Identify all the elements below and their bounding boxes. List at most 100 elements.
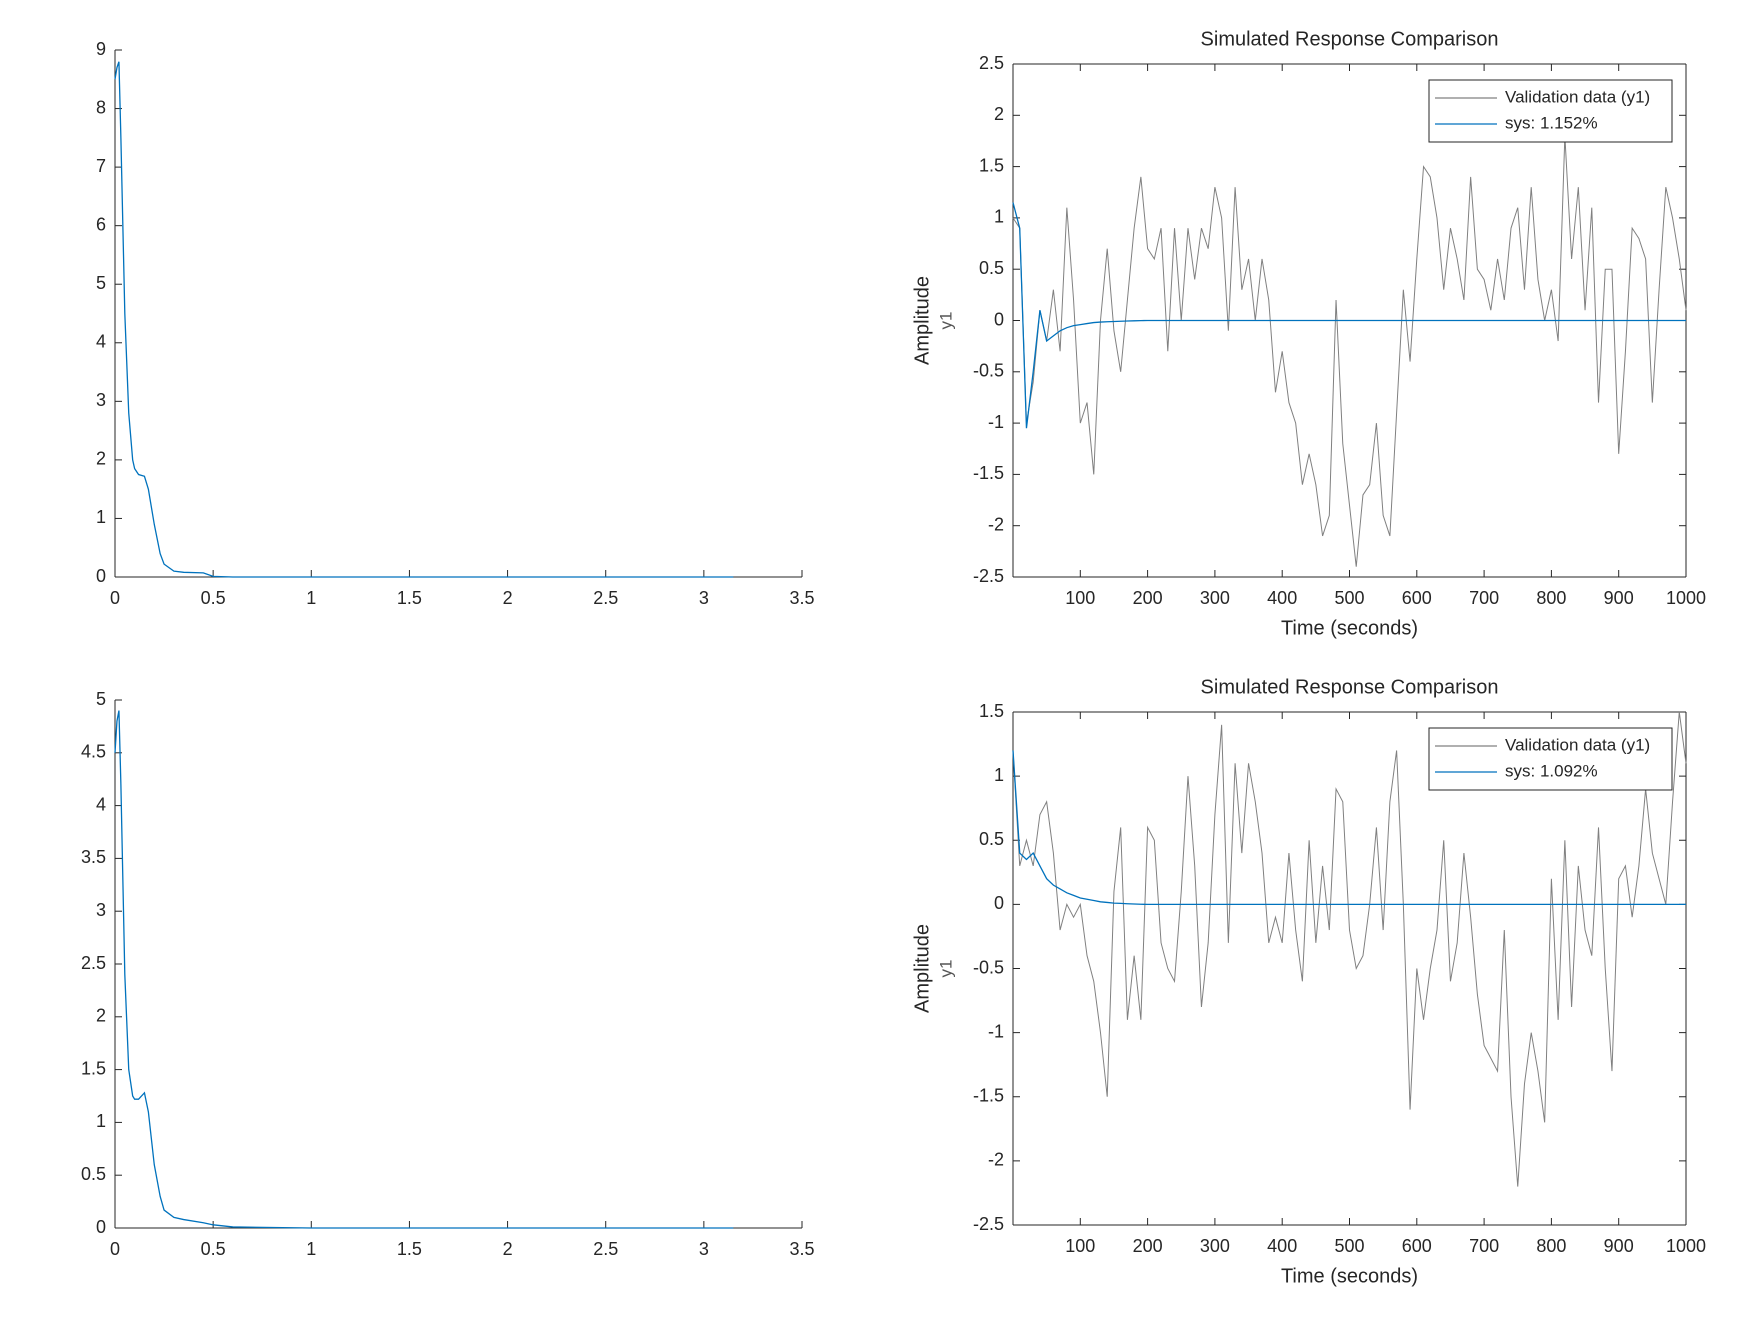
x-tick-label: 1.5 xyxy=(397,1239,422,1259)
y-tick-label: 2 xyxy=(994,104,1004,124)
y-tick-label: 0 xyxy=(96,566,106,586)
x-tick-label: 800 xyxy=(1536,1236,1566,1256)
y-tick-label: 2.5 xyxy=(979,53,1004,73)
y-tick-label: 2 xyxy=(96,449,106,469)
x-tick-label: 300 xyxy=(1200,1236,1230,1256)
y-tick-label: 0.5 xyxy=(979,829,1004,849)
x-tick-label: 0 xyxy=(110,1239,120,1259)
y-tick-label: 5 xyxy=(96,273,106,293)
x-tick-label: 700 xyxy=(1469,588,1499,608)
x-tick-label: 100 xyxy=(1065,588,1095,608)
series-line xyxy=(1012,711,1687,1187)
y-tick-label: -1 xyxy=(988,1021,1004,1041)
y-tick-label: 1.5 xyxy=(979,155,1004,175)
legend: Validation data (y1) sys: 1.092% xyxy=(1428,727,1673,791)
x-tick-label: 3 xyxy=(699,1239,709,1259)
y-tick-label: -1.5 xyxy=(973,463,1004,483)
y-tick-label: 4.5 xyxy=(81,742,106,762)
chart-title: Simulated Response Comparison xyxy=(1201,28,1499,50)
x-tick-label: 0.5 xyxy=(201,588,226,608)
x-tick-label: 400 xyxy=(1267,1236,1297,1256)
y-tick-label: 0 xyxy=(96,1217,106,1237)
y-tick-label: 4 xyxy=(96,332,106,352)
chart-title: Simulated Response Comparison xyxy=(1201,676,1499,698)
y-tick-label: 1 xyxy=(96,1111,106,1131)
y-tick-label: 0.5 xyxy=(979,258,1004,278)
y-tick-label: 2 xyxy=(96,1006,106,1026)
output-label: y1 xyxy=(936,960,955,978)
y-tick-label: 5 xyxy=(96,689,106,709)
x-tick-label: 500 xyxy=(1334,588,1364,608)
legend-box xyxy=(1428,727,1673,791)
y-tick-label: 8 xyxy=(96,97,106,117)
y-tick-label: -2.5 xyxy=(973,1214,1004,1234)
x-tick-label: 1000 xyxy=(1666,1236,1706,1256)
y-tick-label: 4 xyxy=(96,794,106,814)
y-tick-label: -1 xyxy=(988,412,1004,432)
y-tick-label: 1 xyxy=(994,207,1004,227)
series-line xyxy=(1012,135,1687,567)
legend-label: Validation data (y1) xyxy=(1505,87,1650,106)
x-tick-label: 300 xyxy=(1200,588,1230,608)
y-tick-label: 1.5 xyxy=(81,1058,106,1078)
y-tick-label: 0.5 xyxy=(81,1164,106,1184)
x-tick-label: 2 xyxy=(503,588,513,608)
x-tick-label: 3 xyxy=(699,588,709,608)
x-axis-label: Time (seconds) xyxy=(1281,617,1418,639)
x-tick-label: 800 xyxy=(1536,588,1566,608)
y-tick-label: 6 xyxy=(96,214,106,234)
y-tick-label: 3 xyxy=(96,900,106,920)
y-tick-label: 1 xyxy=(994,765,1004,785)
y-tick-label: -2.5 xyxy=(973,566,1004,586)
y-tick-label: -2 xyxy=(988,514,1004,534)
y-tick-label: -1.5 xyxy=(973,1086,1004,1106)
series-line xyxy=(1012,750,1686,906)
x-tick-label: 200 xyxy=(1133,588,1163,608)
x-tick-label: 600 xyxy=(1402,588,1432,608)
x-tick-label: 1 xyxy=(306,588,316,608)
x-tick-label: 0 xyxy=(110,588,120,608)
series-line xyxy=(114,61,734,578)
legend-label: sys: 1.152% xyxy=(1505,113,1598,132)
x-tick-label: 900 xyxy=(1604,1236,1634,1256)
x-tick-label: 500 xyxy=(1334,1236,1364,1256)
legend-label: sys: 1.092% xyxy=(1505,761,1598,780)
y-tick-label: 0 xyxy=(994,309,1004,329)
x-axis-label: Time (seconds) xyxy=(1281,1265,1418,1287)
x-tick-label: 600 xyxy=(1402,1236,1432,1256)
y-tick-label: 3 xyxy=(96,390,106,410)
y-tick-label: 1 xyxy=(96,507,106,527)
x-tick-label: 100 xyxy=(1065,1236,1095,1256)
y-tick-label: 0 xyxy=(994,893,1004,913)
x-tick-label: 1 xyxy=(306,1239,316,1259)
x-tick-label: 1000 xyxy=(1666,588,1706,608)
y-tick-label: 3.5 xyxy=(81,847,106,867)
legend-label: Validation data (y1) xyxy=(1505,735,1650,754)
output-label: y1 xyxy=(936,312,955,330)
x-tick-label: 700 xyxy=(1469,1236,1499,1256)
y-tick-label: -2 xyxy=(988,1150,1004,1170)
y-axis-label: Amplitude xyxy=(911,276,933,365)
x-tick-label: 200 xyxy=(1133,1236,1163,1256)
x-tick-label: 400 xyxy=(1267,588,1297,608)
x-tick-label: 2.5 xyxy=(593,588,618,608)
y-axis-label: Amplitude xyxy=(911,924,933,1013)
y-tick-label: 2.5 xyxy=(81,953,106,973)
x-tick-label: 2.5 xyxy=(593,1239,618,1259)
x-tick-label: 0.5 xyxy=(201,1239,226,1259)
x-tick-label: 2 xyxy=(503,1239,513,1259)
y-tick-label: -0.5 xyxy=(973,957,1004,977)
series-line xyxy=(114,710,734,1229)
y-tick-label: 9 xyxy=(96,39,106,59)
x-tick-label: 1.5 xyxy=(397,588,422,608)
y-tick-label: -0.5 xyxy=(973,361,1004,381)
y-tick-label: 7 xyxy=(96,156,106,176)
legend-box xyxy=(1428,79,1673,143)
series-line xyxy=(1012,202,1686,429)
y-tick-label: 1.5 xyxy=(979,701,1004,721)
x-tick-label: 3.5 xyxy=(789,1239,814,1259)
x-tick-label: 900 xyxy=(1604,588,1634,608)
legend: Validation data (y1) sys: 1.152% xyxy=(1428,79,1673,143)
x-tick-label: 3.5 xyxy=(789,588,814,608)
